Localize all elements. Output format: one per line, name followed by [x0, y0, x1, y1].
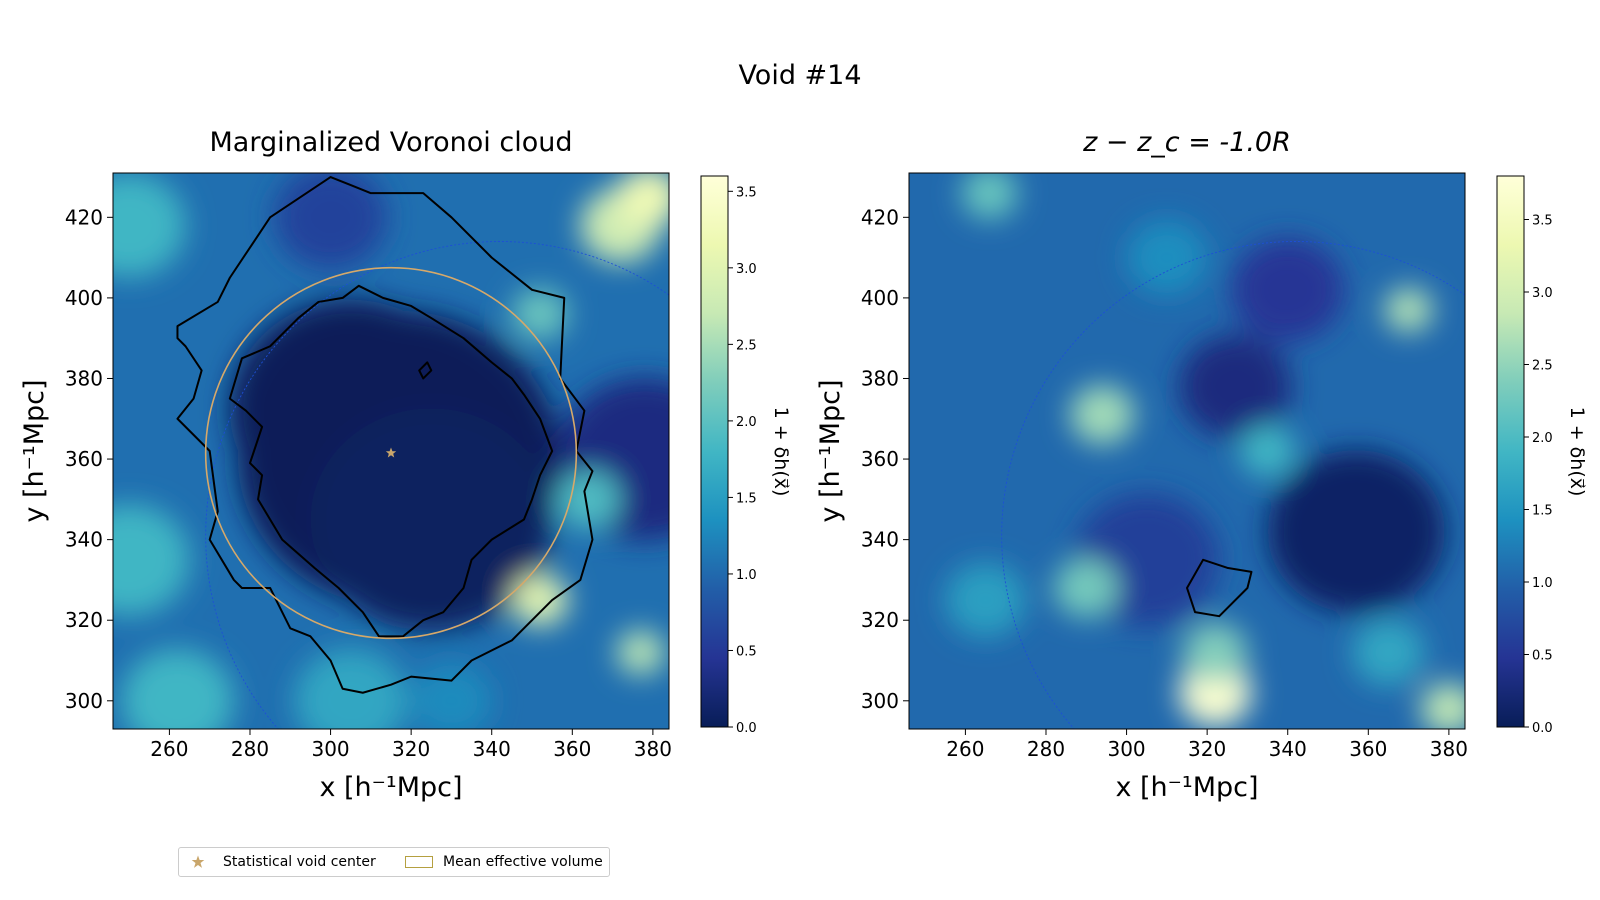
- colorbar-tick-label: 0.0: [736, 721, 757, 736]
- x-tick-label: 340: [1269, 737, 1307, 761]
- panel-slice: 260 280 300 320 340 360 380 300 320 340 360 380 400 4…: [815, 127, 1588, 803]
- colorbar-tick-label: 1.5: [736, 491, 757, 506]
- y-tick-label: 320: [65, 608, 103, 632]
- colorbar-tick-label: 3.0: [1532, 286, 1553, 301]
- x-tick-label: 260: [150, 737, 188, 761]
- x-axis-label: x [h⁻¹Mpc]: [319, 772, 462, 803]
- y-tick-label: 420: [861, 205, 899, 229]
- density-heatmap: [113, 173, 669, 729]
- density-blob: [1352, 619, 1425, 686]
- x-tick-label: 320: [392, 737, 430, 761]
- colorbar-tick-label: 0.5: [736, 644, 757, 659]
- density-contour: [1186, 558, 1253, 618]
- y-tick-label: 420: [65, 205, 103, 229]
- y-tick-label: 360: [861, 447, 899, 471]
- legend-label-effective-volume: Mean effective volume: [443, 854, 603, 870]
- y-tick-label: 300: [861, 689, 899, 713]
- density-blob: [294, 648, 408, 729]
- density-blob: [1231, 237, 1345, 342]
- statistical-void-center-marker: [385, 447, 397, 458]
- y-axis-label: y [h⁻¹Mpc]: [19, 379, 50, 522]
- colorbar-tick-label: 2.5: [736, 338, 757, 353]
- y-tick-label: 380: [65, 366, 103, 390]
- dashed-circle: [1001, 241, 1465, 729]
- x-tick-label: 320: [1188, 737, 1226, 761]
- x-tick-label: 380: [1430, 737, 1468, 761]
- density-blob: [1070, 385, 1135, 445]
- density-blob: [945, 563, 1026, 638]
- x-tick-label: 380: [634, 737, 672, 761]
- density-contour: [228, 284, 554, 638]
- density-blob: [511, 574, 569, 627]
- x-tick-label: 280: [231, 737, 269, 761]
- colorbar-tick-label: 3.5: [1532, 214, 1553, 229]
- density-blob: [113, 173, 186, 278]
- density-blob: [274, 173, 387, 270]
- density-heatmap: [909, 173, 1465, 729]
- density-blob: [113, 504, 190, 616]
- axes-frame: [908, 172, 1466, 730]
- panel-voronoi-cloud: 260 280 300 320 340 360 380 300 320 340 360 380 400 4…: [19, 127, 792, 803]
- colorbar-tick-label: 3.0: [736, 262, 757, 277]
- y-tick-label: 340: [65, 528, 103, 552]
- y-tick-label: 400: [861, 286, 899, 310]
- x-tick-label: 360: [1349, 737, 1387, 761]
- density-blob: [616, 173, 669, 227]
- density-contour: [176, 176, 594, 694]
- y-tick-label: 300: [65, 689, 103, 713]
- x-tick-label: 360: [553, 737, 591, 761]
- density-blob: [616, 630, 665, 675]
- legend: Statistical void center Mean effective v…: [178, 847, 610, 877]
- colorbar-tick-label: 1.0: [1532, 576, 1553, 591]
- y-tick-label: 340: [861, 528, 899, 552]
- density-blob: [961, 173, 1018, 220]
- colorbar: [1496, 175, 1525, 728]
- panel-title: z − z_c = -1.0R: [1082, 127, 1291, 158]
- colorbar-tick-label: 1.5: [1532, 504, 1553, 519]
- density-blob: [1054, 558, 1119, 618]
- colorbar-label: 1 + δh(x⃗): [1566, 407, 1588, 497]
- x-tick-label: 340: [473, 737, 511, 761]
- density-blob: [121, 648, 234, 729]
- colorbar-tick-label: 2.5: [1532, 359, 1553, 374]
- x-tick-label: 300: [1107, 737, 1145, 761]
- density-blob: [1267, 450, 1445, 614]
- density-blob: [1239, 425, 1296, 477]
- mean-effective-volume-circle: [204, 266, 578, 640]
- x-axis-label: x [h⁻¹Mpc]: [1115, 772, 1258, 803]
- density-blob: [310, 408, 553, 631]
- x-tick-label: 300: [311, 737, 349, 761]
- x-tick-label: 280: [1027, 737, 1065, 761]
- density-blob: [1178, 334, 1292, 439]
- y-axis-label: y [h⁻¹Mpc]: [815, 379, 846, 522]
- density-blob: [1126, 220, 1208, 295]
- density-blob: [411, 663, 492, 729]
- dashed-circle: [205, 241, 669, 729]
- density-blob: [1384, 287, 1433, 333]
- colorbar-tick-label: 0.0: [1532, 721, 1553, 736]
- star-marker-icon: [191, 855, 205, 868]
- density-contour: [418, 361, 433, 380]
- y-tick-label: 400: [65, 286, 103, 310]
- axes-frame: [112, 172, 670, 730]
- y-tick-label: 380: [861, 366, 899, 390]
- y-tick-label: 320: [861, 608, 899, 632]
- colorbar: [700, 175, 729, 728]
- density-blob: [1420, 682, 1465, 729]
- colorbar-tick-label: 2.0: [736, 415, 757, 430]
- colorbar-tick-label: 0.5: [1532, 649, 1553, 664]
- density-blob: [1182, 622, 1248, 683]
- panel-title: Marginalized Voronoi cloud: [209, 127, 572, 158]
- colorbar-tick-label: 3.5: [736, 185, 757, 200]
- colorbar-tick-label: 2.0: [1532, 431, 1553, 446]
- legend-label-void-center: Statistical void center: [223, 854, 376, 870]
- patch-swatch-icon: [405, 856, 433, 868]
- x-tick-label: 260: [946, 737, 984, 761]
- colorbar-label: 1 + δh(x⃗): [770, 407, 792, 497]
- figure-suptitle: Void #14: [738, 60, 861, 91]
- colorbar-tick-label: 1.0: [736, 568, 757, 583]
- density-blob: [556, 469, 621, 530]
- y-tick-label: 360: [65, 447, 103, 471]
